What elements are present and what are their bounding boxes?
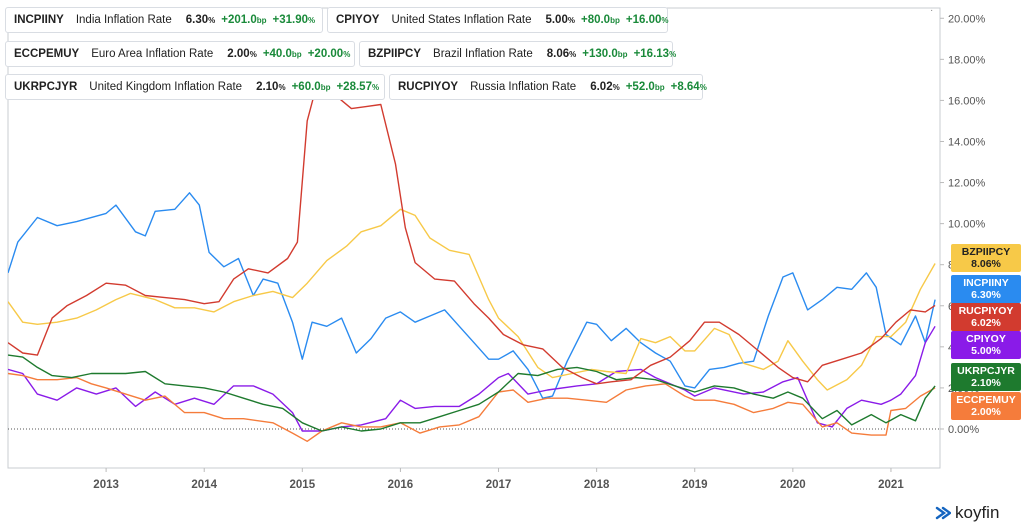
legend-change-pct: +28.57%	[336, 81, 380, 93]
last-value-tag-incpiiny: INCPIINY 6.30%	[951, 275, 1021, 303]
legend-ticker: RUCPIYOY	[398, 81, 459, 93]
legend-item-eccpemuy[interactable]: ECCPEMUY Euro Area Inflation Rate 2.00% +40…	[5, 41, 355, 67]
legend-value: 6.30%	[185, 14, 216, 26]
x-tick-label: 2019	[682, 479, 708, 491]
legend-series-name: India Inflation Rate	[75, 14, 172, 26]
tag-value: 6.30%	[971, 289, 1001, 301]
legend-value: 5.00%	[545, 14, 575, 26]
y-tick-label: 20.00%	[948, 13, 986, 25]
series-line-eccpemuy	[8, 372, 936, 442]
legend-value: 8.06%	[546, 48, 577, 60]
last-value-tag-bzpiipcy: BZPIIPCY 8.06%	[951, 244, 1021, 272]
tag-value: 2.10%	[971, 377, 1001, 389]
legend-series-name: Euro Area Inflation Rate	[91, 48, 214, 60]
legend-item-bzpiipcy[interactable]: BZPIIPCY Brazil Inflation Rate 8.06% +130.0…	[359, 41, 676, 67]
legend-item-incpiiny[interactable]: INCPIINY India Inflation Rate 6.30% +201.0b…	[5, 7, 323, 33]
tag-value: 5.00%	[971, 345, 1001, 357]
legend-value: 2.00%	[227, 48, 257, 60]
last-value-tag-eccpemuy: ECCPEMUY 2.00%	[951, 392, 1021, 420]
x-tick-label: 2015	[290, 479, 316, 491]
last-value-tag-cpiyoy: CPIYOY 5.00%	[951, 331, 1021, 359]
legend-change-pct: +16.13%	[633, 48, 677, 60]
legend-change-bp: +52.0bp	[625, 81, 665, 93]
koyfin-logo: koyfin	[935, 503, 999, 523]
legend-value: 2.10%	[256, 81, 286, 93]
tag-ticker: CPIYOY	[966, 333, 1006, 345]
tag-ticker: RUCPIYOY	[958, 305, 1014, 317]
legend-series-name: Brazil Inflation Rate	[433, 48, 533, 60]
legend-change-bp: +201.0bp	[221, 14, 267, 26]
legend-change-bp: +40.0bp	[262, 48, 302, 60]
legend-series-name: Russia Inflation Rate	[470, 81, 577, 93]
tag-ticker: INCPIINY	[963, 277, 1009, 289]
legend-change-pct: +16.00%	[625, 14, 669, 26]
x-tick-label: 2013	[93, 479, 119, 491]
y-tick-label: 0.00%	[948, 424, 979, 436]
legend-ticker: UKRPCJYR	[14, 81, 78, 93]
legend-change-pct: +8.64%	[670, 81, 707, 93]
x-tick-label: 2016	[388, 479, 414, 491]
tag-ticker: UKRPCJYR	[957, 365, 1015, 377]
tag-ticker: ECCPEMUY	[956, 394, 1016, 406]
y-tick-label: 10.00%	[948, 219, 986, 231]
legend-item-rucpiyoy[interactable]: RUCPIYOY Russia Inflation Rate 6.02% +52.0b…	[389, 74, 707, 100]
legend-change-pct: +31.90%	[272, 14, 316, 26]
legend-item-ukrpcjyr[interactable]: UKRPCJYR United Kingdom Inflation Rate 2.1…	[5, 74, 385, 100]
tag-value: 8.06%	[971, 258, 1001, 270]
legend-item-cpiyoy[interactable]: CPIYOY United States Inflation Rate 5.00% +…	[327, 7, 669, 33]
legend-change-bp: +60.0bp	[291, 81, 331, 93]
legend-series-name: United States Inflation Rate	[391, 14, 532, 26]
last-value-tag-ukrpcjyr: UKRPCJYR 2.10%	[951, 363, 1021, 391]
tag-ticker: BZPIIPCY	[961, 246, 1011, 258]
koyfin-logo-icon	[935, 506, 951, 520]
legend-ticker: ECCPEMUY	[14, 48, 80, 60]
x-tick-label: 2014	[191, 479, 217, 491]
y-tick-label: 18.00%	[948, 54, 986, 66]
tag-value: 6.02%	[971, 317, 1001, 329]
legend-ticker: CPIYOY	[336, 14, 380, 26]
series-line-rucpiyoy	[8, 83, 936, 385]
series-line-ukrpcjyr	[8, 354, 936, 432]
series-line-incpiiny	[8, 192, 936, 399]
x-tick-label: 2021	[878, 479, 904, 491]
legend-change-bp: +130.0bp	[582, 48, 628, 60]
y-tick-label: 12.00%	[948, 178, 986, 190]
legend-change-pct: +20.00%	[307, 48, 351, 60]
y-tick-label: 14.00%	[948, 136, 986, 148]
series-line-cpiyoy	[8, 325, 936, 432]
legend-series-name: United Kingdom Inflation Rate	[89, 81, 243, 93]
y-tick-label: 16.00%	[948, 95, 986, 107]
chart-menu-icon[interactable]: ·	[930, 5, 934, 16]
legend-ticker: BZPIIPCY	[368, 48, 422, 60]
logo-text: koyfin	[955, 503, 1000, 522]
x-tick-label: 2020	[780, 479, 806, 491]
x-tick-label: 2018	[584, 479, 610, 491]
legend-value: 6.02%	[590, 81, 620, 93]
series-line-bzpiipcy	[8, 208, 936, 391]
legend-ticker: INCPIINY	[14, 14, 64, 26]
x-tick-label: 2017	[486, 479, 512, 491]
tag-value: 2.00%	[971, 406, 1001, 418]
legend-change-bp: +80.0bp	[580, 14, 620, 26]
last-value-tag-rucpiyoy: RUCPIYOY 6.02%	[951, 303, 1021, 331]
